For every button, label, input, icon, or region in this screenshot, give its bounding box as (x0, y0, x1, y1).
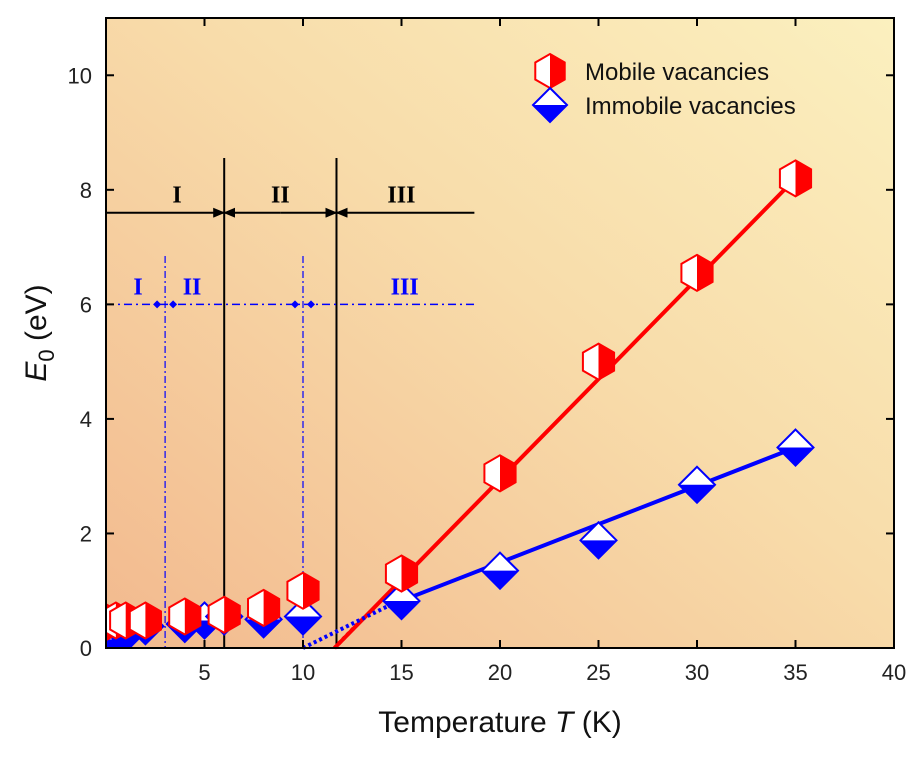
y-axis-title: E0 (eV) (20, 284, 59, 381)
legend-hexagon-icon (534, 52, 566, 90)
point-mobile (247, 588, 281, 628)
x-tick-label: 30 (685, 660, 709, 685)
y-tick-label: 0 (80, 636, 92, 661)
point-mobile (128, 601, 162, 640)
legend-label-immobile: Immobile vacancies (585, 93, 796, 120)
y-tick-label: 4 (80, 407, 92, 432)
point-mobile (207, 595, 241, 634)
x-tick-label: 20 (488, 660, 512, 685)
point-mobile (680, 253, 714, 293)
fit-extrapolation-immobile (302, 604, 389, 650)
point-immobile (382, 581, 421, 621)
data-points (106, 159, 815, 648)
point-immobile (579, 520, 618, 560)
blue-region-arrowhead (307, 300, 315, 309)
legend-label-mobile: Mobile vacancies (585, 59, 769, 86)
region-label-black: III (387, 183, 415, 209)
point-immobile (480, 551, 520, 591)
region-label-black: II (271, 183, 290, 209)
legend-marker-immobile (531, 86, 569, 124)
point-mobile (168, 597, 202, 636)
plot-background (106, 18, 894, 648)
blue-region-arrowhead (291, 300, 299, 309)
axis-ticks: 5 10 15 20 25 30 35 40 0 2 4 6 8 10 (68, 18, 906, 685)
point-immobile (776, 428, 815, 467)
region-label-blue: III (391, 274, 419, 300)
legend-diamond-icon (531, 86, 569, 124)
point-immobile (283, 597, 323, 636)
point-mobile (778, 159, 813, 198)
point-mobile (581, 342, 616, 381)
region-label-blue: II (183, 274, 202, 300)
region-label-black: I (172, 183, 181, 209)
fit-line-immobile (386, 445, 797, 609)
point-immobile (677, 465, 717, 505)
x-tick-label: 15 (389, 660, 413, 685)
fit-extrapolation-mobile (333, 617, 364, 650)
blue-region-arrowhead (153, 300, 162, 309)
x-tick-label: 10 (291, 660, 315, 685)
x-tick-label: 35 (783, 660, 807, 685)
x-tick-label: 40 (882, 660, 906, 685)
legend-marker-mobile (534, 52, 566, 90)
x-tick-label: 25 (586, 660, 610, 685)
x-axis-title: Temperature T (K) (378, 706, 621, 739)
blue-region-arrowhead (169, 300, 178, 309)
y-tick-label: 10 (68, 63, 92, 88)
point-mobile (384, 554, 419, 593)
region-label-blue: I (133, 274, 142, 300)
y-tick-label: 2 (80, 521, 92, 546)
y-tick-label: 6 (80, 292, 92, 317)
legend: Mobile vacancies Immobile vacancies (531, 52, 796, 124)
point-mobile (483, 454, 517, 493)
x-tick-label: 5 (198, 660, 210, 685)
point-mobile (286, 571, 320, 610)
y-tick-label: 8 (80, 178, 92, 203)
